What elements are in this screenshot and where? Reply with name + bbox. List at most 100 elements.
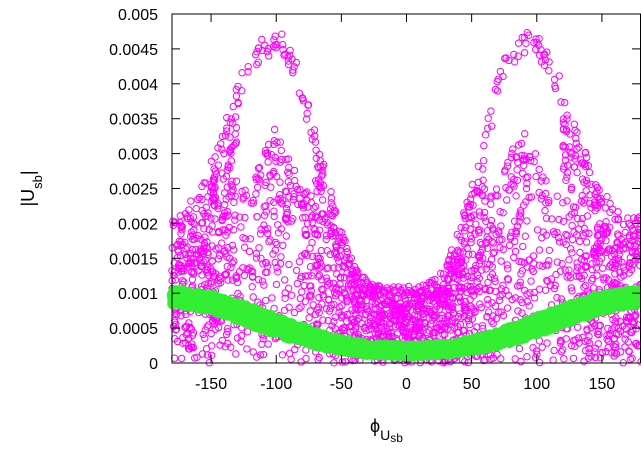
data-point-magenta: [257, 171, 265, 179]
data-point-magenta: [577, 197, 586, 206]
data-point-magenta: [518, 298, 526, 307]
data-point-magenta: [634, 248, 641, 256]
data-point-magenta: [434, 323, 442, 332]
data-point-magenta: [257, 254, 265, 262]
data-point-magenta: [411, 294, 419, 302]
data-point-magenta: [505, 291, 513, 300]
data-point-magenta: [297, 272, 306, 281]
data-point-magenta: [193, 353, 201, 361]
data-point-magenta: [284, 178, 293, 186]
data-point-magenta: [611, 318, 620, 326]
data-point-magenta: [270, 36, 278, 44]
data-point-magenta: [563, 173, 571, 181]
data-point-magenta: [563, 197, 571, 205]
data-point-magenta: [475, 208, 484, 216]
data-point-magenta: [496, 292, 504, 300]
data-point-magenta: [345, 255, 353, 263]
data-point-magenta: [343, 296, 351, 304]
data-point-magenta: [490, 274, 499, 282]
data-point-green: [252, 320, 264, 332]
data-point-magenta: [565, 213, 573, 221]
data-point-magenta: [295, 258, 304, 266]
data-point-magenta: [328, 322, 336, 330]
data-point-magenta: [203, 212, 212, 220]
data-point-magenta: [187, 262, 196, 270]
data-point-magenta: [302, 115, 311, 123]
data-point-magenta: [223, 166, 232, 174]
data-point-magenta: [281, 294, 289, 302]
data-point-magenta: [238, 69, 246, 77]
data-point-magenta: [444, 316, 452, 324]
data-point-magenta: [282, 205, 291, 213]
data-point-magenta: [580, 224, 589, 233]
data-point-magenta: [626, 313, 635, 321]
data-point-magenta: [310, 126, 319, 134]
data-point-magenta: [528, 265, 536, 273]
data-point-magenta: [449, 305, 457, 313]
data-point-magenta: [249, 272, 257, 281]
data-point-magenta: [316, 264, 324, 272]
data-point-magenta: [267, 151, 276, 159]
data-point-magenta: [335, 303, 343, 311]
data-point-magenta: [318, 300, 326, 308]
data-point-magenta: [512, 227, 520, 235]
data-point-magenta: [540, 61, 549, 70]
data-point-magenta: [535, 285, 544, 293]
data-point-magenta: [468, 180, 476, 189]
data-point-magenta: [217, 140, 225, 148]
x-tick-label: -150: [195, 376, 227, 393]
data-point-magenta: [514, 52, 522, 60]
data-point-magenta: [580, 357, 588, 365]
data-point-magenta: [263, 149, 271, 157]
data-point-magenta: [218, 132, 227, 141]
data-point-magenta: [504, 275, 513, 284]
data-point-magenta: [368, 297, 377, 306]
data-point-magenta: [544, 277, 552, 285]
data-point-magenta: [225, 193, 233, 201]
data-point-magenta: [386, 324, 394, 332]
data-point-magenta: [263, 229, 272, 238]
data-point-magenta: [285, 303, 293, 311]
data-point-magenta: [535, 246, 544, 254]
data-point-magenta: [624, 338, 632, 346]
data-point-magenta: [207, 157, 216, 166]
data-point-magenta: [527, 277, 535, 285]
data-point-magenta: [263, 47, 271, 56]
data-point-magenta: [602, 218, 610, 226]
data-point-magenta: [520, 49, 529, 57]
data-point-magenta: [568, 221, 576, 230]
data-point-magenta: [631, 242, 639, 250]
data-point-magenta: [318, 196, 327, 204]
data-point-magenta: [557, 295, 566, 303]
data-point-magenta: [192, 204, 200, 213]
data-point-green: [268, 314, 280, 326]
data-point-magenta: [479, 254, 487, 262]
data-point-magenta: [343, 310, 351, 319]
data-point-magenta: [594, 327, 602, 336]
data-point-magenta: [327, 194, 336, 203]
data-point-magenta: [510, 58, 519, 66]
data-point-magenta: [307, 291, 315, 299]
data-point-magenta: [573, 231, 581, 239]
data-point-magenta: [177, 267, 186, 275]
data-point-magenta: [545, 257, 553, 265]
data-point-magenta: [178, 226, 186, 234]
data-point-magenta: [445, 290, 453, 298]
data-point-magenta: [312, 202, 320, 211]
data-point-magenta: [208, 257, 216, 265]
data-point-magenta: [577, 266, 585, 274]
data-point-magenta: [181, 238, 189, 247]
data-point-magenta: [325, 279, 333, 288]
data-point-magenta: [610, 264, 619, 272]
data-point-magenta: [496, 208, 504, 216]
data-point-magenta: [557, 337, 565, 346]
data-point-green: [374, 345, 386, 356]
data-point-magenta: [300, 281, 308, 290]
data-point-magenta: [484, 300, 492, 308]
data-point-magenta: [254, 183, 262, 192]
data-point-magenta: [570, 163, 578, 171]
data-point-magenta: [198, 350, 207, 358]
data-point-magenta: [583, 212, 592, 220]
data-point-magenta: [253, 353, 261, 361]
data-point-magenta: [228, 177, 236, 185]
